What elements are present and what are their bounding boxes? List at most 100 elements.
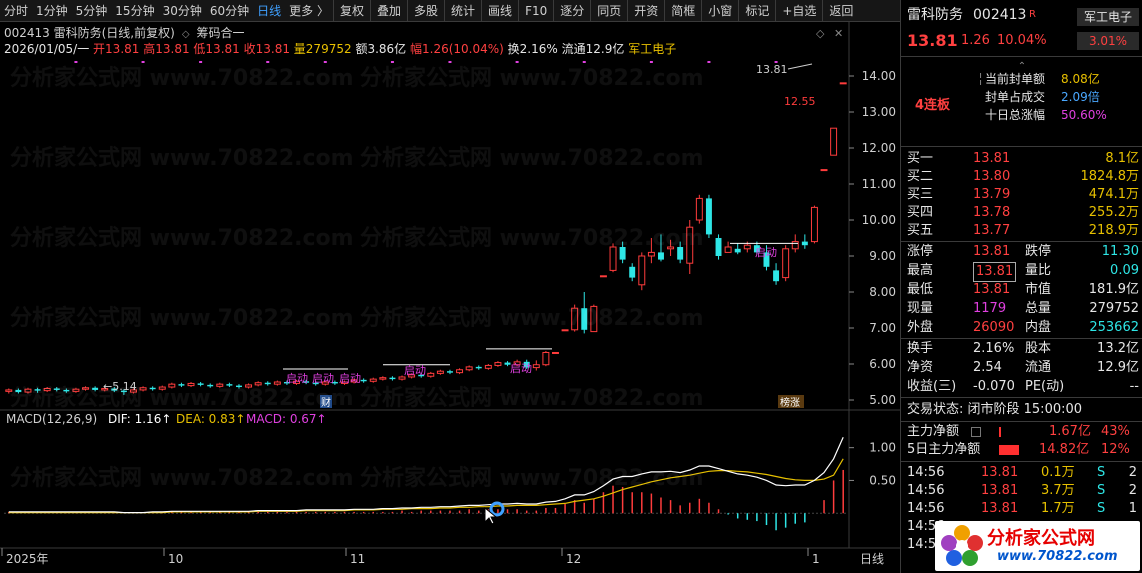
toolbar-item-15[interactable]: 同页 xyxy=(590,0,627,22)
toolbar-item-9[interactable]: 叠加 xyxy=(370,0,407,22)
tick-count: 2 xyxy=(1128,483,1137,498)
candle-body xyxy=(389,377,396,380)
stat-value: 181.9亿 xyxy=(1088,282,1139,297)
trade-status-text: 交易状态: 闭市阶段 15:00:00 xyxy=(907,402,1083,417)
candle-body xyxy=(312,382,319,385)
candle-body xyxy=(236,385,242,388)
streak-row: 4连板 xyxy=(901,97,1142,115)
candle-body xyxy=(293,380,300,384)
flower-logo-icon xyxy=(941,525,983,566)
top-marker xyxy=(515,61,519,63)
candle-body xyxy=(686,226,694,264)
top-marker xyxy=(582,61,586,63)
candle-body xyxy=(763,252,770,267)
tick-side: S xyxy=(1097,483,1106,498)
toolbar-item-18[interactable]: 小窗 xyxy=(701,0,738,22)
divider xyxy=(901,146,1142,147)
toolbar-item-2[interactable]: 5分钟 xyxy=(75,3,108,18)
flow-bar xyxy=(999,445,1019,455)
stat-label: 最低 xyxy=(907,282,934,297)
toolbar-item-5[interactable]: 60分钟 xyxy=(209,3,250,18)
price-tick-label: 13.00 xyxy=(862,105,896,119)
start-label: 启动 xyxy=(312,372,334,385)
stat-value: 0.09 xyxy=(1110,263,1139,278)
toolbar-item-0[interactable]: 分时 xyxy=(4,3,29,18)
toolbar-item-1[interactable]: 1分钟 xyxy=(36,3,68,18)
toolbar-item-21[interactable]: 返回 xyxy=(822,0,859,22)
toolbar-item-10[interactable]: 多股 xyxy=(407,0,444,22)
ten-day-label: 十日总涨幅 xyxy=(985,108,1046,122)
candle-body xyxy=(63,389,70,392)
seal-ratio-label: 封单占成交 xyxy=(985,90,1046,104)
high-price-arrow xyxy=(787,63,813,70)
candle-body xyxy=(724,246,732,253)
indicator-name[interactable]: 筹码合一 xyxy=(196,26,245,40)
candle-body xyxy=(456,369,464,374)
main-flow-pct: 43% xyxy=(1101,424,1130,439)
finance-tag: 财 xyxy=(321,396,331,409)
stat-label: 市值 xyxy=(1025,282,1052,297)
ten-day-row: 十日总涨幅 50.60% xyxy=(901,106,1142,124)
candle-body xyxy=(599,275,607,278)
stock-name: 雷科防务 xyxy=(907,7,963,23)
toolbar-item-12[interactable]: 画线 xyxy=(481,0,518,22)
stock-code: 002413 xyxy=(973,7,1027,23)
toolbar-item-19[interactable]: 标记 xyxy=(738,0,775,22)
logo-url[interactable]: www.70822.com xyxy=(997,549,1118,564)
toolbar-item-16[interactable]: 开资 xyxy=(627,0,664,22)
collapse-arrow-icon[interactable]: ⌃ xyxy=(1017,61,1027,72)
candle-body xyxy=(619,247,626,260)
candle-body xyxy=(283,382,290,384)
stat-row: 换手 2.16% 股本 13.2亿 xyxy=(901,340,1142,358)
main5-flow-row: 5日主力净额 14.82亿 12% xyxy=(901,441,1142,459)
ten-day-value: 50.60% xyxy=(1061,108,1107,122)
toolbar-item-3[interactable]: 15分钟 xyxy=(115,3,155,18)
main5-flow-value: 14.82亿 xyxy=(1039,442,1090,457)
candle-body xyxy=(303,381,310,383)
stat-value: -- xyxy=(1129,379,1139,394)
stat-label: 涨停 xyxy=(907,244,934,259)
candle-body xyxy=(753,245,760,253)
candle-body xyxy=(149,387,156,390)
candle-body xyxy=(111,388,118,391)
toolbar-item-7[interactable]: 更多 〉 xyxy=(289,3,329,18)
kline-chart[interactable]: 14.0013.0012.0011.0010.009.008.007.006.0… xyxy=(0,0,900,573)
macd-tick-label: 0.50 xyxy=(869,473,896,487)
divider xyxy=(901,241,1142,242)
candle-body xyxy=(475,366,482,369)
tick-price: 13.81 xyxy=(981,465,1019,480)
candle-body xyxy=(331,382,338,384)
stat-value: 13.2亿 xyxy=(1097,341,1139,356)
stat-value: 13.81 xyxy=(973,244,1011,259)
candle-body xyxy=(695,197,703,221)
toolbar-item-8[interactable]: 复权 xyxy=(332,0,370,22)
streak-badge: 4连板 xyxy=(915,98,951,113)
toolbar-item-4[interactable]: 30分钟 xyxy=(162,3,202,18)
limit-tag-bg xyxy=(778,395,804,408)
current-price: 13.81 xyxy=(907,31,958,50)
stat-row: 最高 13.81 量比 0.09 xyxy=(901,262,1142,282)
stat-label: 净资 xyxy=(907,360,934,375)
toolbar-item-14[interactable]: 逐分 xyxy=(553,0,590,22)
candle-body xyxy=(398,376,406,380)
toolbar-item-17[interactable]: 简框 xyxy=(664,0,701,22)
checkbox[interactable] xyxy=(971,427,981,437)
toolbar-item-20[interactable]: +自选 xyxy=(775,0,822,22)
candle-body xyxy=(667,246,675,250)
toolbar-item-13[interactable]: F10 xyxy=(518,0,553,22)
quote-header: 雷科防务 002413 R 军工电子 xyxy=(901,6,1142,26)
stat-value: 279752 xyxy=(1089,301,1139,316)
toolbar-item-11[interactable]: 统计 xyxy=(444,0,481,22)
tick-price: 13.81 xyxy=(981,501,1019,516)
tick-count: 2 xyxy=(1128,465,1137,480)
candle-body xyxy=(350,379,358,383)
sector-badge[interactable]: 军工电子 xyxy=(1077,8,1139,26)
stat-value: 253662 xyxy=(1089,320,1139,335)
toolbar-item-6[interactable]: 日线 xyxy=(257,3,282,18)
candle-body xyxy=(571,307,579,331)
sector-label[interactable]: 军工电子 xyxy=(628,42,677,56)
top-marker xyxy=(707,61,711,63)
divider xyxy=(901,421,1142,422)
candle-body xyxy=(542,351,550,366)
turnover-label: 换2.16% xyxy=(507,42,558,56)
